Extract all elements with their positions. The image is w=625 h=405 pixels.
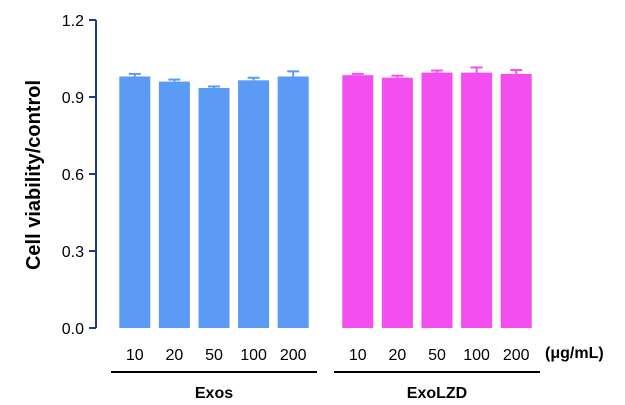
group-label-exolzd: ExoLZD xyxy=(407,385,467,402)
bar-exos-10 xyxy=(119,76,151,328)
y-tick-label: 0.3 xyxy=(62,244,84,261)
y-axis-label: Cell viability/control xyxy=(23,80,45,270)
y-tick-label: 0.6 xyxy=(62,167,84,184)
bar-exolzd-20 xyxy=(381,77,413,328)
bar-exos-100 xyxy=(238,80,270,328)
x-tick-label: 100 xyxy=(240,347,267,364)
y-axis: 0.0 0.3 0.6 0.9 1.2 xyxy=(62,13,97,338)
bar-exolzd-200 xyxy=(500,73,532,329)
bar-exos-50 xyxy=(198,88,230,329)
x-tick-label: 100 xyxy=(463,347,490,364)
bar-exolzd-100 xyxy=(461,72,493,328)
x-tick-label: 200 xyxy=(280,347,307,364)
group-label-exos: Exos xyxy=(195,385,233,402)
x-tick-label: 20 xyxy=(389,347,407,364)
y-tick-label: 1.2 xyxy=(62,13,84,30)
x-tick-label: 10 xyxy=(349,347,367,364)
x-tick-label: 50 xyxy=(428,347,446,364)
x-tick-label: 20 xyxy=(166,347,184,364)
bar-exos-20 xyxy=(158,81,190,328)
unit-label: (μg/mL) xyxy=(545,345,604,362)
bar-exolzd-50 xyxy=(421,72,453,328)
x-tick-label: 50 xyxy=(205,347,223,364)
y-tick-label: 0.9 xyxy=(62,90,84,107)
x-tick-label: 200 xyxy=(503,347,530,364)
bar-exolzd-10 xyxy=(342,75,374,328)
y-tick-label: 0.0 xyxy=(62,321,84,338)
bar-exos-200 xyxy=(277,76,309,328)
x-axis: 10 20 50 100 200 Exos 10 20 50 100 200 ExoLZD xyxy=(111,347,540,402)
x-tick-label: 10 xyxy=(126,347,144,364)
bars xyxy=(119,66,532,329)
